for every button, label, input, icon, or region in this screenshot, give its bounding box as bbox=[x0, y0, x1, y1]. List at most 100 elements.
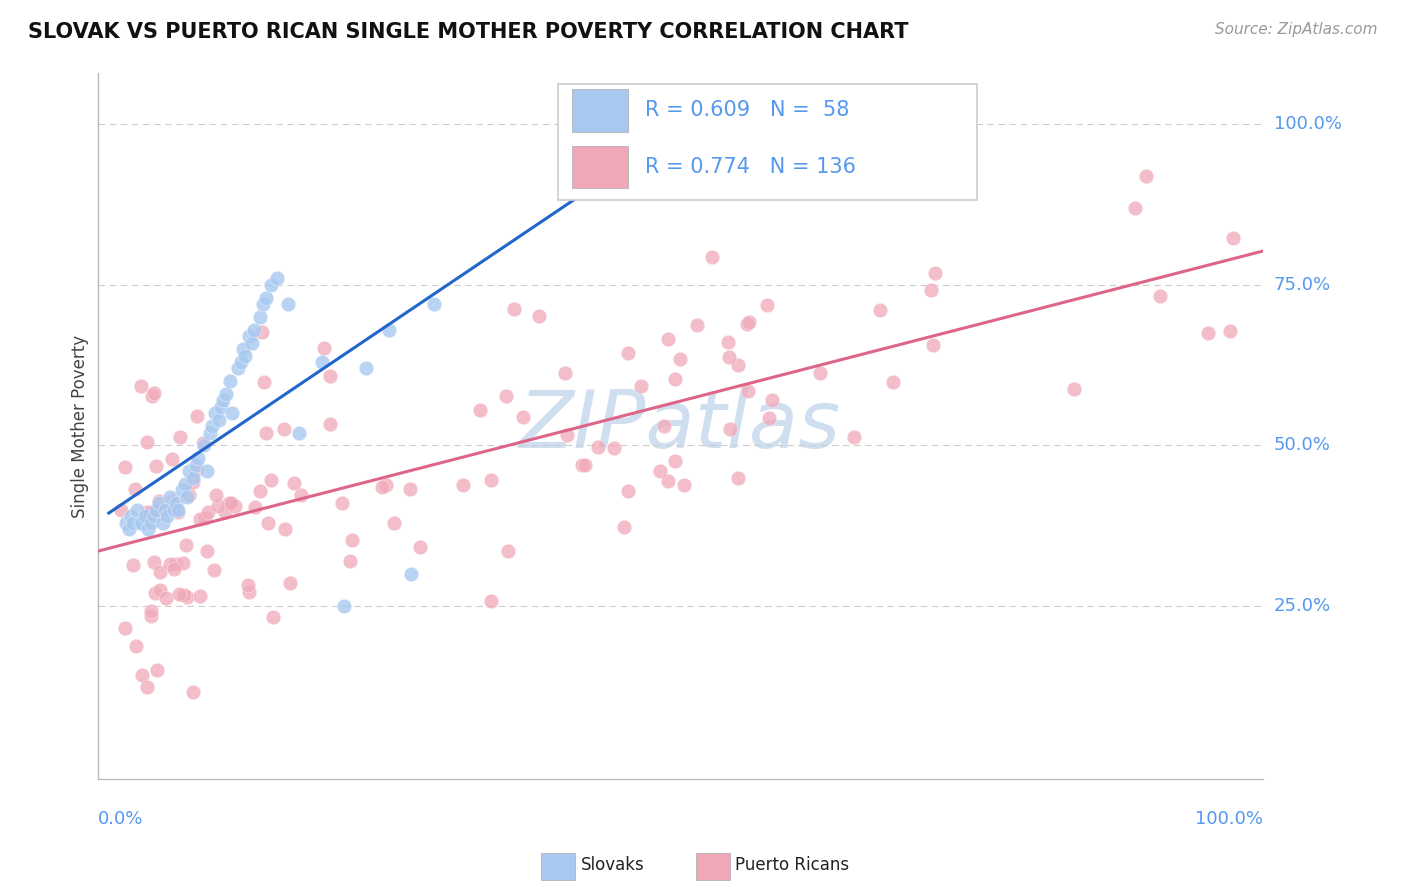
Point bbox=[214, 505, 236, 519]
Point bbox=[163, 502, 186, 516]
Y-axis label: Single Mother Poverty: Single Mother Poverty bbox=[72, 334, 89, 517]
Point bbox=[186, 458, 208, 472]
Point bbox=[224, 499, 246, 513]
Point bbox=[657, 333, 679, 347]
Point bbox=[121, 558, 143, 572]
Point bbox=[1197, 326, 1219, 341]
Point bbox=[148, 496, 170, 510]
Point bbox=[254, 291, 277, 305]
Point bbox=[195, 544, 218, 558]
Point bbox=[738, 315, 761, 329]
Point bbox=[143, 586, 166, 600]
Point bbox=[238, 329, 260, 343]
Point bbox=[136, 435, 159, 450]
Point bbox=[243, 500, 266, 515]
Point bbox=[157, 502, 180, 516]
Point bbox=[166, 505, 188, 519]
Point bbox=[254, 426, 277, 441]
Point bbox=[356, 361, 378, 376]
Point bbox=[727, 359, 749, 373]
Point bbox=[142, 509, 165, 524]
Point bbox=[266, 271, 288, 285]
Point bbox=[221, 406, 243, 420]
Point bbox=[238, 577, 260, 591]
Point bbox=[229, 355, 252, 369]
Point bbox=[141, 608, 163, 623]
Point bbox=[378, 323, 401, 337]
Point bbox=[176, 590, 198, 604]
Point bbox=[262, 610, 284, 624]
Point bbox=[340, 533, 363, 548]
Point bbox=[202, 563, 225, 577]
Point bbox=[186, 409, 208, 423]
Point bbox=[160, 493, 183, 508]
Point bbox=[1222, 231, 1244, 245]
Point bbox=[260, 473, 283, 487]
Point bbox=[170, 483, 193, 498]
Point bbox=[249, 310, 271, 324]
Point bbox=[149, 565, 172, 579]
Point bbox=[131, 516, 153, 530]
Point bbox=[339, 554, 361, 568]
Point bbox=[375, 478, 398, 492]
Point bbox=[177, 488, 200, 502]
Point bbox=[422, 297, 444, 311]
Point bbox=[672, 478, 695, 492]
Point bbox=[283, 475, 305, 490]
Point bbox=[145, 502, 167, 516]
Point bbox=[139, 604, 162, 618]
Point bbox=[212, 393, 235, 408]
Point bbox=[165, 558, 187, 572]
Point bbox=[110, 503, 132, 517]
Point bbox=[470, 402, 492, 417]
Point bbox=[574, 458, 596, 472]
Point bbox=[1123, 201, 1146, 215]
Point bbox=[148, 494, 170, 508]
Point bbox=[187, 451, 209, 466]
Point bbox=[664, 454, 686, 468]
Point bbox=[554, 366, 576, 380]
Point bbox=[114, 516, 136, 530]
Point bbox=[280, 576, 302, 591]
Point bbox=[173, 588, 195, 602]
Point bbox=[218, 374, 240, 388]
Point bbox=[1135, 169, 1157, 183]
Text: 100.0%: 100.0% bbox=[1274, 115, 1341, 134]
Point bbox=[479, 594, 502, 608]
Point bbox=[193, 436, 215, 450]
Point bbox=[145, 663, 167, 677]
Text: Puerto Ricans: Puerto Ricans bbox=[735, 856, 849, 874]
Point bbox=[810, 366, 832, 380]
Point bbox=[613, 519, 636, 533]
Point bbox=[869, 303, 891, 318]
Point bbox=[118, 522, 141, 536]
Point bbox=[920, 283, 942, 297]
Point bbox=[700, 250, 723, 264]
Point bbox=[311, 355, 333, 369]
Point bbox=[238, 585, 260, 599]
Point bbox=[921, 338, 943, 352]
Point bbox=[129, 516, 152, 530]
Point bbox=[243, 323, 266, 337]
Point bbox=[657, 475, 679, 489]
Point bbox=[319, 417, 342, 431]
Point bbox=[153, 502, 176, 516]
Point bbox=[195, 464, 218, 478]
Point bbox=[201, 419, 224, 434]
Text: 25.0%: 25.0% bbox=[1274, 597, 1331, 615]
Point bbox=[277, 297, 299, 311]
Point bbox=[188, 512, 211, 526]
Point bbox=[409, 540, 432, 554]
Point bbox=[125, 639, 148, 653]
Point bbox=[256, 516, 278, 531]
Point bbox=[756, 298, 779, 312]
Point bbox=[451, 477, 474, 491]
Point bbox=[616, 346, 638, 360]
Point bbox=[205, 488, 228, 502]
Point bbox=[252, 297, 274, 311]
Point bbox=[479, 473, 502, 487]
Point bbox=[155, 591, 177, 606]
Point bbox=[249, 483, 271, 498]
Point bbox=[169, 430, 191, 444]
FancyBboxPatch shape bbox=[572, 145, 627, 188]
